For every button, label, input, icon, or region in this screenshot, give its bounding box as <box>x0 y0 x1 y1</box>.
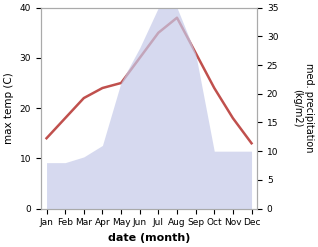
Y-axis label: med. precipitation
(kg/m2): med. precipitation (kg/m2) <box>292 63 314 153</box>
Y-axis label: max temp (C): max temp (C) <box>4 72 14 144</box>
X-axis label: date (month): date (month) <box>108 233 190 243</box>
